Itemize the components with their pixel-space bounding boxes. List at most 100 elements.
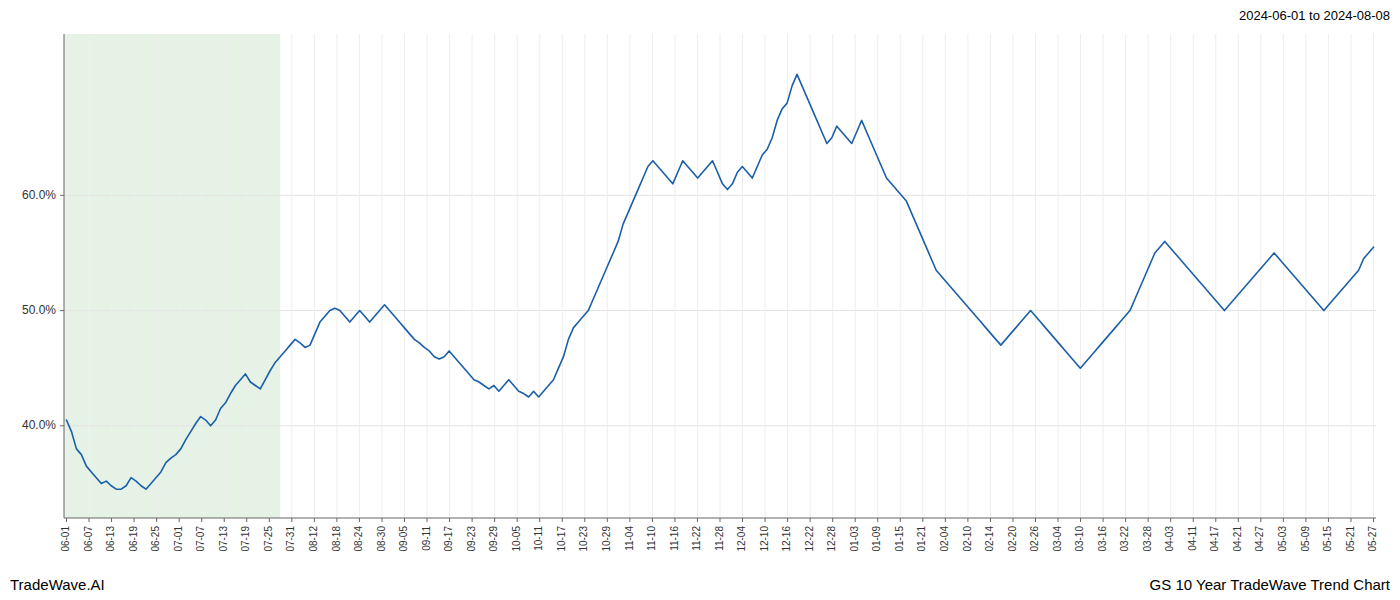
- x-tick: [832, 518, 833, 522]
- x-tick-label: 06-19: [128, 526, 139, 552]
- x-grid-line: [1103, 34, 1104, 518]
- x-grid-line: [742, 34, 743, 518]
- x-tick: [89, 518, 90, 522]
- x-tick: [945, 518, 946, 522]
- x-grid-line: [179, 34, 180, 518]
- x-tick: [1328, 518, 1329, 522]
- x-tick: [1058, 518, 1059, 522]
- x-tick-label: 11-04: [624, 526, 635, 551]
- x-grid-line: [877, 34, 878, 518]
- x-grid-line: [1035, 34, 1036, 518]
- y-tick: [60, 310, 64, 311]
- x-tick: [720, 518, 721, 522]
- x-tick: [629, 518, 630, 522]
- x-tick: [652, 518, 653, 522]
- x-tick-label: 08-12: [308, 526, 319, 552]
- x-tick: [584, 518, 585, 522]
- x-tick-label: 07-25: [263, 526, 274, 552]
- x-grid-line: [1350, 34, 1351, 518]
- x-tick-label: 02-04: [939, 526, 950, 552]
- x-tick-label: 06-25: [150, 526, 161, 552]
- x-tick: [1103, 518, 1104, 522]
- x-tick: [922, 518, 923, 522]
- x-grid-line: [1125, 34, 1126, 518]
- x-grid-line: [1170, 34, 1171, 518]
- x-tick: [336, 518, 337, 522]
- x-grid-line: [562, 34, 563, 518]
- x-grid-line: [967, 34, 968, 518]
- x-tick: [1238, 518, 1239, 522]
- x-tick-label: 01-09: [871, 526, 882, 552]
- x-grid-line: [720, 34, 721, 518]
- x-tick: [562, 518, 563, 522]
- x-grid-line: [111, 34, 112, 518]
- x-tick-label: 07-31: [285, 526, 296, 552]
- line-group: [66, 74, 1373, 489]
- x-grid-line: [1305, 34, 1306, 518]
- x-tick-label: 10-23: [578, 526, 589, 552]
- x-tick-label: 09-17: [443, 526, 454, 552]
- x-tick-label: 09-05: [398, 526, 409, 552]
- x-tick-label: 11-28: [714, 526, 725, 551]
- x-tick: [697, 518, 698, 522]
- x-tick: [787, 518, 788, 522]
- x-grid-line: [1238, 34, 1239, 518]
- x-tick: [1170, 518, 1171, 522]
- x-tick-label: 12-22: [804, 526, 815, 552]
- x-grid-line: [629, 34, 630, 518]
- x-tick: [1283, 518, 1284, 522]
- x-tick: [1193, 518, 1194, 522]
- x-tick-label: 02-14: [984, 526, 995, 552]
- x-grid-line: [1260, 34, 1261, 518]
- x-tick-label: 12-04: [736, 526, 747, 552]
- y-tick-label: 40.0%: [22, 418, 56, 432]
- x-grid-line: [246, 34, 247, 518]
- x-tick-label: 05-27: [1367, 526, 1378, 552]
- x-tick: [1305, 518, 1306, 522]
- x-tick-label: 02-20: [1007, 526, 1018, 552]
- x-tick-label: 04-27: [1254, 526, 1265, 552]
- axes: 40.0%50.0%60.0%06-0106-0706-1306-1906-25…: [22, 34, 1378, 552]
- x-grid-line: [472, 34, 473, 518]
- x-grid-line: [697, 34, 698, 518]
- x-tick-label: 04-17: [1209, 526, 1220, 552]
- x-tick-label: 07-01: [173, 526, 184, 552]
- y-tick-label: 50.0%: [22, 303, 56, 317]
- x-tick: [1215, 518, 1216, 522]
- x-grid-line: [449, 34, 450, 518]
- x-tick-label: 03-04: [1052, 526, 1063, 552]
- x-tick-label: 05-03: [1277, 526, 1288, 552]
- x-tick-label: 08-24: [353, 526, 364, 552]
- subtitle: 2024-06-01 to 2024-08-08: [1239, 8, 1390, 23]
- x-tick-label: 01-21: [916, 526, 927, 552]
- x-tick: [1350, 518, 1351, 522]
- y-tick: [60, 425, 64, 426]
- x-tick: [1260, 518, 1261, 522]
- x-grid-line: [156, 34, 157, 518]
- x-grid-line: [359, 34, 360, 518]
- x-grid-line: [1215, 34, 1216, 518]
- x-tick-label: 07-07: [195, 526, 206, 552]
- x-tick: [134, 518, 135, 522]
- x-tick-label: 05-09: [1300, 526, 1311, 552]
- x-tick: [765, 518, 766, 522]
- shaded-region: [64, 34, 280, 518]
- x-tick-label: 01-15: [894, 526, 905, 552]
- x-tick-label: 05-15: [1322, 526, 1333, 552]
- x-grid-line: [427, 34, 428, 518]
- x-tick: [156, 518, 157, 522]
- x-grid-line: [832, 34, 833, 518]
- x-grid-line: [1283, 34, 1284, 518]
- x-tick-label: 03-28: [1142, 526, 1153, 552]
- x-tick-label: 08-30: [376, 526, 387, 552]
- x-grid-line: [291, 34, 292, 518]
- x-grid-line: [89, 34, 90, 518]
- x-tick-label: 03-16: [1097, 526, 1108, 552]
- x-tick-label: 09-11: [421, 526, 432, 551]
- x-grid-line: [404, 34, 405, 518]
- x-grid-line: [539, 34, 540, 518]
- x-grid-line: [584, 34, 585, 518]
- x-tick: [1125, 518, 1126, 522]
- x-tick: [1080, 518, 1081, 522]
- x-tick-label: 10-11: [533, 526, 544, 551]
